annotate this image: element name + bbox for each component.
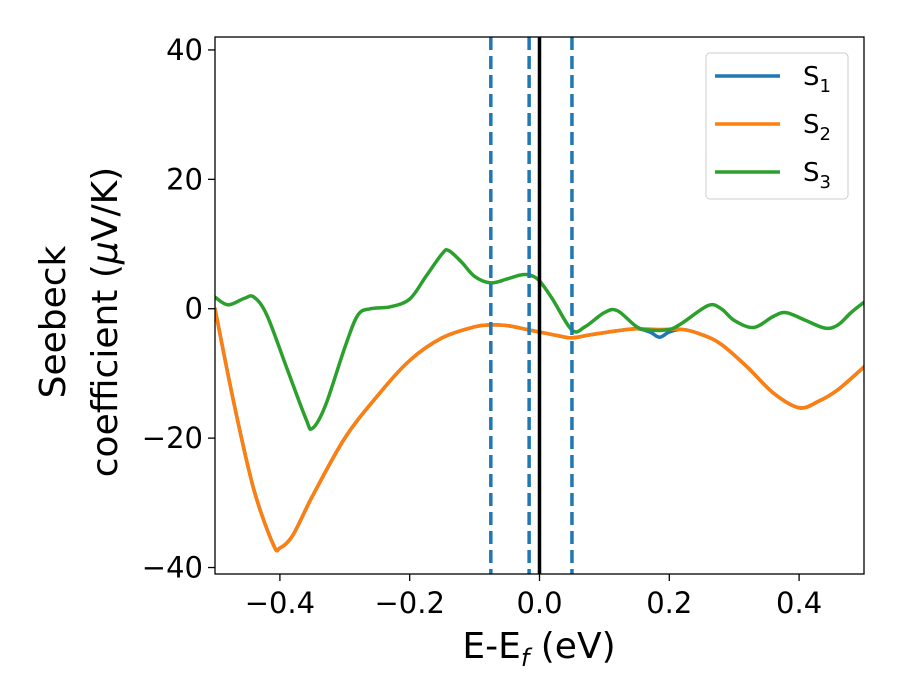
legend-item-s2: S2 (715, 110, 831, 145)
x-axis: −0.4 −0.2 0.0 0.2 0.4 (245, 574, 822, 620)
x-tick-label: −0.2 (374, 586, 444, 620)
legend-box (705, 52, 849, 200)
series-line-s3 (215, 248, 864, 432)
x-axis-title: E-Ef (eV) (462, 626, 615, 672)
legend-label-s3: S3 (803, 158, 831, 193)
legend-item-s1: S1 (715, 62, 831, 97)
x-tick-label: 0.0 (516, 586, 562, 620)
y-axis: −40 −20 0 20 40 (142, 33, 215, 585)
y-tick-label: 20 (166, 162, 203, 196)
legend-label-s1: S1 (803, 62, 831, 97)
legend-label-s2: S2 (803, 110, 831, 145)
y-axis-title-line1: Seebeck (33, 245, 74, 398)
plot-area (215, 37, 864, 574)
x-tick-label: 0.4 (776, 586, 822, 620)
y-tick-label: −20 (142, 421, 203, 455)
legend: S1 S2 S3 (705, 52, 849, 200)
legend-item-s3: S3 (715, 158, 831, 193)
y-axis-title: Seebeck coefficient (μV/K) (33, 167, 126, 477)
x-tick-label: 0.2 (646, 586, 692, 620)
series-line-s2 (215, 306, 864, 553)
y-tick-label: 0 (185, 292, 203, 326)
y-tick-label: −40 (142, 551, 203, 585)
y-tick-label: 40 (166, 33, 203, 67)
y-axis-title-line2: coefficient (μV/K) (85, 167, 126, 477)
x-tick-label: −0.4 (245, 586, 315, 620)
